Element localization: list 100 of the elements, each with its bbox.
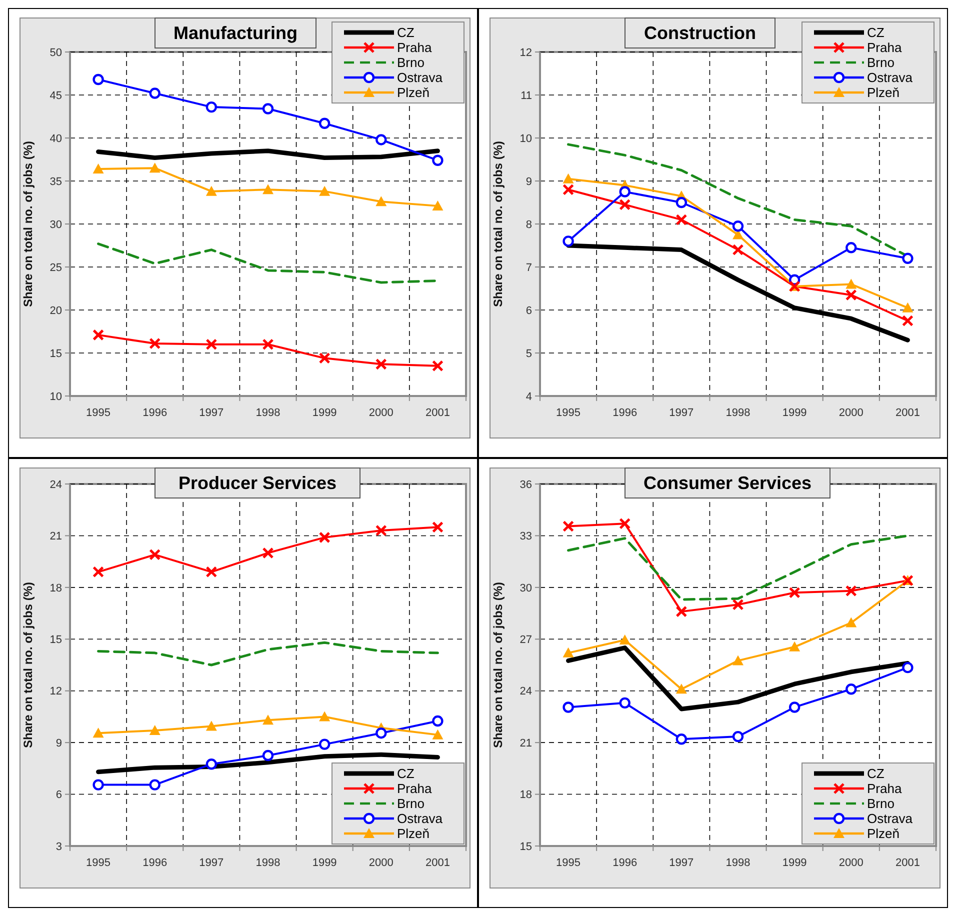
x-tick-label: 1999 <box>312 407 337 419</box>
point <box>262 338 274 350</box>
x-tick-label: 1996 <box>612 407 638 419</box>
point <box>376 134 387 146</box>
point <box>149 338 161 350</box>
legend-label: Praha <box>867 781 902 796</box>
y-tick-label: 40 <box>50 132 62 145</box>
y-tick-label: 21 <box>50 530 62 543</box>
point <box>92 74 104 86</box>
point <box>902 315 914 326</box>
point <box>788 586 800 598</box>
point <box>92 329 104 341</box>
x-tick-label: 1999 <box>782 407 807 419</box>
point <box>262 184 274 194</box>
chart-title: Construction <box>644 23 756 43</box>
point <box>619 697 630 709</box>
x-tick-label: 1996 <box>612 857 638 869</box>
point <box>902 662 914 674</box>
point <box>732 598 744 610</box>
line-series <box>97 242 439 284</box>
point <box>562 236 574 247</box>
legend-label: Plzeň <box>867 826 900 842</box>
point <box>676 214 688 226</box>
point <box>846 242 857 254</box>
legend-label: CZ <box>867 25 884 40</box>
x-tick-label: 1997 <box>199 407 224 419</box>
x-tick-label: 1996 <box>142 857 168 869</box>
y-tick-label: 30 <box>520 582 532 594</box>
y-tick-label: 27 <box>520 634 532 646</box>
point <box>375 358 387 370</box>
legend-label: Ostrava <box>397 70 444 86</box>
point <box>206 186 217 196</box>
x-tick-label: 1995 <box>556 857 581 869</box>
x-tick-label: 1996 <box>142 407 168 419</box>
point <box>318 352 330 364</box>
point <box>149 725 160 736</box>
chart-title: Producer Services <box>178 473 337 493</box>
point <box>432 521 444 533</box>
y-tick-label: 24 <box>520 686 532 698</box>
legend-label: CZ <box>867 766 884 782</box>
y-tick-label: 7 <box>526 262 532 274</box>
point <box>432 715 444 727</box>
point <box>846 278 857 289</box>
y-tick-label: 35 <box>50 176 62 188</box>
legend-label: Ostrava <box>397 811 444 826</box>
x-tick-label: 2001 <box>895 407 920 419</box>
y-tick-label: 3 <box>56 840 62 853</box>
x-tick-label: 1998 <box>256 857 280 869</box>
legend-label: Plzeň <box>397 826 430 842</box>
y-tick-label: 15 <box>520 840 532 853</box>
legend-label: CZ <box>397 25 414 40</box>
chart-title: Consumer Services <box>643 473 812 493</box>
y-tick-label: 4 <box>526 390 532 403</box>
y-tick-label: 50 <box>50 46 62 59</box>
x-tick-label: 1998 <box>726 857 750 869</box>
point <box>676 684 687 694</box>
x-tick-label: 1997 <box>199 857 224 869</box>
x-tick-label: 2001 <box>895 857 920 869</box>
legend-label: Plzeň <box>867 85 900 100</box>
y-tick-label: 12 <box>520 46 532 59</box>
x-tick-label: 2000 <box>368 407 394 419</box>
point <box>732 220 744 232</box>
y-tick-label: 18 <box>50 582 62 594</box>
point <box>846 617 857 628</box>
point <box>92 779 104 790</box>
legend-label: Praha <box>397 40 432 56</box>
chart-title: Manufacturing <box>174 23 298 43</box>
y-axis-title: Share on total no. of jobs (%) <box>491 582 505 748</box>
legend-label: Brno <box>867 55 894 70</box>
y-tick-label: 9 <box>56 737 62 750</box>
point <box>732 655 744 666</box>
y-tick-label: 45 <box>50 90 62 102</box>
x-tick-label: 1997 <box>669 407 694 419</box>
point <box>432 360 444 372</box>
point <box>562 184 574 196</box>
x-tick-label: 1998 <box>726 407 750 419</box>
x-tick-label: 2001 <box>425 857 450 869</box>
line-series <box>567 534 909 601</box>
point <box>619 186 630 198</box>
y-axis-title: Share on total no. of jobs (%) <box>21 582 35 748</box>
point <box>319 711 330 722</box>
point <box>376 196 387 206</box>
y-tick-label: 6 <box>56 789 62 802</box>
y-tick-label: 33 <box>520 530 532 543</box>
y-tick-label: 25 <box>50 262 62 274</box>
y-axis-title: Share on total no. of jobs (%) <box>491 141 505 307</box>
point <box>376 727 387 739</box>
legend-label: Ostrava <box>867 811 914 826</box>
point <box>789 641 800 652</box>
point <box>92 566 104 578</box>
y-tick-label: 36 <box>520 478 532 491</box>
point <box>676 734 688 745</box>
point <box>262 103 274 114</box>
point <box>149 548 161 560</box>
point <box>902 252 914 264</box>
y-tick-label: 12 <box>50 686 62 698</box>
x-tick-label: 2000 <box>838 857 864 869</box>
point <box>262 547 274 559</box>
x-tick-label: 1998 <box>256 407 280 419</box>
y-tick-label: 20 <box>50 304 62 317</box>
